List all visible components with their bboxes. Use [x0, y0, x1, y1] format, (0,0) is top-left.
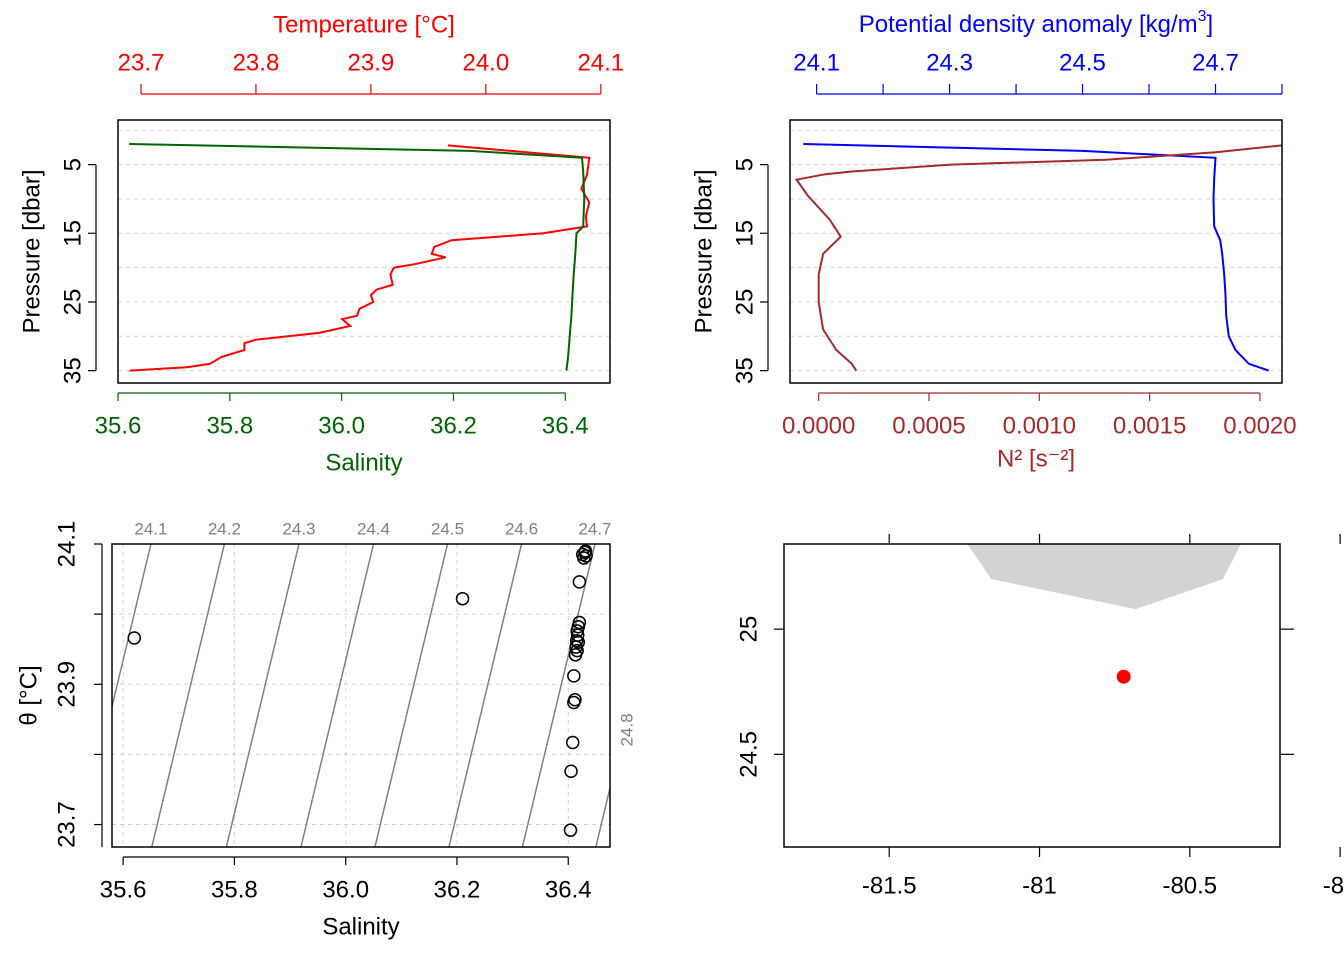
plot-frame	[117, 119, 611, 384]
ts-point	[563, 823, 578, 837]
x-bottom-tick-label: 0.0000	[782, 412, 855, 439]
panel-ts-diagram: 24.1 24.2 24.3 24.4 24.5 24.6 24.7 24.8 35.6 35.8…	[15, 519, 636, 940]
land-polygon	[967, 544, 1241, 610]
x-top-tick-label: 24.1	[577, 49, 624, 76]
isopycnal-line	[112, 544, 152, 710]
y-axis-title: Pressure [dbar]	[18, 169, 45, 333]
x-tick-label: 35.8	[211, 876, 258, 903]
ts-point	[565, 735, 580, 750]
panel-density-n2-profile: 5 15 25 35 Pressure [dbar] 0.0000 0.0005 0.0010…	[690, 8, 1296, 472]
isopycnal-label: 24.7	[578, 519, 611, 538]
series-line-n2	[794, 144, 1283, 372]
x-bottom-tick-label: 0.0020	[1223, 412, 1296, 439]
panel-station-map: -81.5 -81 -80.5 -80 24.5 25	[735, 534, 1344, 899]
y-tick-label: 35	[731, 357, 758, 384]
y-tick-label: 23.7	[53, 801, 80, 848]
ts-point	[567, 695, 581, 710]
y-tick-label: 25	[731, 289, 758, 316]
isopycnal-label: 24.3	[282, 519, 315, 538]
isopycnal-label: 24.6	[505, 519, 538, 538]
y-axis-title: Pressure [dbar]	[690, 169, 717, 333]
x-tick-label: -80	[1323, 872, 1344, 899]
isopycnal-line	[151, 544, 226, 847]
x-bottom-axis-title: N² [s⁻²]	[997, 445, 1075, 472]
x-bottom-tick-label: 36.4	[542, 412, 589, 439]
x-bottom-tick-label: 35.8	[206, 412, 253, 439]
x-tick-label: 36.0	[322, 876, 369, 903]
x-top-tick-label: 23.9	[348, 49, 395, 76]
y-tick-label: 35	[59, 357, 86, 384]
isopycnal-line	[521, 544, 596, 847]
isopycnal-line	[595, 784, 610, 847]
x-bottom-tick-label: 0.0015	[1113, 412, 1186, 439]
y-tick-label: 15	[731, 220, 758, 247]
x-top-tick-label: 24.1	[793, 49, 840, 76]
station-marker	[1116, 669, 1131, 684]
isopycnal-label: 24.4	[357, 519, 390, 538]
x-tick-label: 36.4	[545, 876, 592, 903]
isopycnal-group	[112, 544, 610, 847]
x-tick-label: -80.5	[1162, 872, 1217, 899]
x-axis-title: Salinity	[322, 913, 399, 940]
isopycnal-label: 24.8	[617, 713, 636, 746]
ts-point	[572, 575, 587, 589]
x-top-tick-label: 24.0	[462, 49, 509, 76]
plot-frame	[789, 119, 1283, 384]
y-tick-label: 5	[59, 158, 86, 171]
x-top-tick-label: 24.5	[1059, 49, 1106, 76]
x-tick-label: -81.5	[862, 872, 917, 899]
y-tick-label: 25	[59, 289, 86, 316]
x-tick-label: -81	[1022, 872, 1057, 899]
x-bottom-tick-label: 0.0010	[1003, 412, 1076, 439]
x-bottom-tick-label: 0.0005	[892, 412, 965, 439]
plot-frame	[111, 543, 611, 848]
x-tick-label: 35.6	[100, 876, 147, 903]
ts-point	[569, 634, 584, 648]
series-line-temperature	[129, 144, 591, 372]
isopycnal-line	[225, 544, 300, 847]
x-top-tick-label: 24.3	[926, 49, 973, 76]
ts-point	[567, 669, 581, 683]
y-tick-label: 23.9	[53, 661, 80, 708]
x-bottom-tick-label: 36.0	[318, 412, 365, 439]
y-tick-label: 5	[731, 158, 758, 171]
isopycnal-label: 24.1	[134, 519, 167, 538]
series-line-salinity	[129, 143, 586, 371]
isopycnal-label: 24.2	[208, 519, 241, 538]
x-top-axis-title: Potential density anomaly [kg/m3]	[859, 8, 1213, 38]
ts-point	[455, 591, 470, 606]
y-tick-label: 15	[59, 220, 86, 247]
y-tick-label: 24.5	[735, 731, 762, 778]
isopycnal-line	[374, 544, 449, 847]
isopycnal-line	[300, 544, 375, 847]
x-top-tick-label: 23.7	[118, 49, 165, 76]
x-top-tick-label: 24.7	[1192, 49, 1239, 76]
x-tick-label: 36.2	[434, 876, 481, 903]
x-bottom-tick-label: 35.6	[95, 412, 142, 439]
plot-frame	[783, 543, 1281, 848]
ts-point	[127, 631, 142, 645]
x-top-tick-label: 23.8	[233, 49, 280, 76]
ts-point	[568, 648, 583, 662]
ts-point	[578, 544, 593, 558]
x-bottom-axis-title: Salinity	[325, 449, 402, 476]
y-tick-label: 24.1	[53, 521, 80, 568]
ts-point	[575, 547, 590, 562]
panel-temperature-salinity-profile: 5 15 25 35 Pressure [dbar] 35.6 35.8 36.0 36.2 36…	[18, 11, 624, 476]
series-line-density	[803, 143, 1270, 372]
ts-point	[564, 764, 578, 778]
x-top-axis-title: Temperature [°C]	[273, 11, 455, 38]
isopycnal-line	[448, 544, 523, 847]
x-bottom-tick-label: 36.2	[430, 412, 477, 439]
isopycnal-label: 24.5	[431, 519, 464, 538]
y-tick-label: 25	[735, 616, 762, 643]
y-axis-title: θ [°C]	[15, 665, 42, 725]
